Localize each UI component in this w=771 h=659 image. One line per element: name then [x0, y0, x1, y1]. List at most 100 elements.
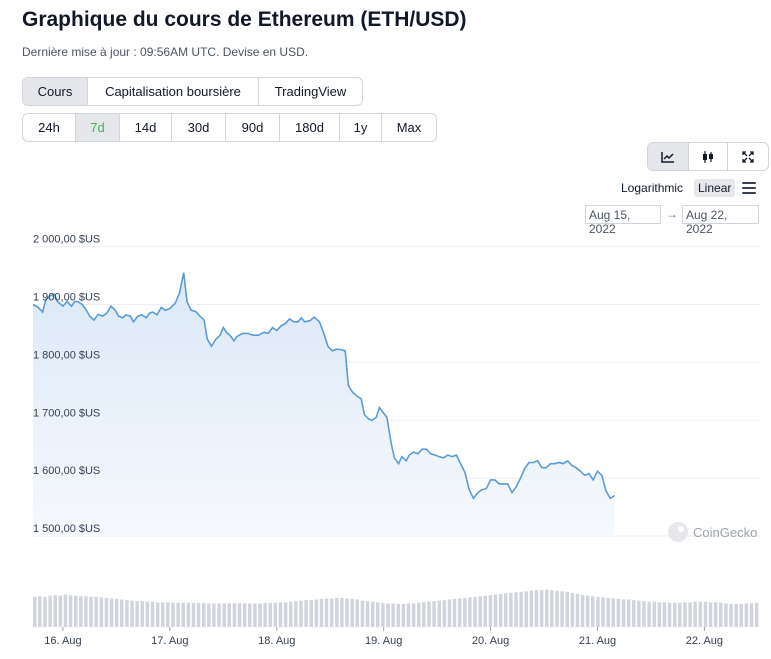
- volume-bar: [253, 603, 257, 627]
- volume-bar: [150, 601, 155, 627]
- volume-bar: [370, 601, 375, 627]
- volume-bar: [114, 598, 119, 627]
- volume-bar: [545, 589, 549, 627]
- range-24h-button[interactable]: 24h: [23, 114, 76, 141]
- range-90d-button[interactable]: 90d: [226, 114, 280, 141]
- volume-bar: [166, 602, 170, 628]
- range-max-button[interactable]: Max: [396, 120, 422, 135]
- volume-bar: [601, 597, 605, 627]
- volume-bar: [299, 600, 303, 627]
- volume-bar: [749, 603, 754, 627]
- volume-bar: [145, 601, 150, 627]
- volume-bar: [621, 599, 626, 627]
- volume-bar: [217, 603, 221, 627]
- volume-bar: [130, 600, 134, 627]
- range-30d-button[interactable]: 30d: [172, 114, 226, 141]
- range-1y-button[interactable]: 1y: [340, 114, 382, 141]
- volume-bar: [534, 590, 539, 627]
- volume-bar: [626, 599, 631, 627]
- tab-cours[interactable]: Cours: [23, 78, 88, 105]
- volume-bar: [268, 602, 272, 627]
- y-tick-label: 2 000,00 $US: [33, 235, 100, 246]
- range-14d-button[interactable]: 14d: [120, 114, 172, 141]
- volume-bar: [667, 602, 672, 627]
- logarithmic-scale-toggle[interactable]: Logarithmic: [621, 181, 684, 195]
- linear-scale-toggle[interactable]: Linear: [694, 179, 736, 197]
- volume-bar: [463, 597, 467, 628]
- volume-bar: [642, 601, 646, 627]
- volume-bar: [483, 595, 487, 627]
- volume-bar: [237, 603, 242, 627]
- volume-bar: [360, 600, 365, 627]
- y-tick-label: 1 700,00 $US: [33, 407, 100, 419]
- menu-icon[interactable]: [742, 182, 756, 194]
- volume-bar: [698, 601, 703, 627]
- line-chart-button[interactable]: [648, 143, 689, 170]
- volume-bar: [386, 603, 390, 627]
- coingecko-logo-eye: [678, 526, 684, 532]
- volume-bar: [401, 603, 406, 627]
- candlestick-icon: [703, 150, 713, 163]
- volume-bar: [53, 595, 57, 627]
- volume-bar: [161, 602, 165, 628]
- volume-bar: [283, 602, 288, 628]
- volume-bar: [181, 602, 185, 627]
- chart-tab-group: Cours Capitalisation boursière TradingVi…: [22, 77, 363, 106]
- volume-bar: [258, 603, 262, 627]
- volume-bar: [120, 599, 124, 627]
- volume-bar: [550, 590, 554, 627]
- volume-bar: [585, 595, 590, 627]
- volume-bar: [493, 594, 498, 627]
- volume-bar: [94, 596, 98, 628]
- date-from-input[interactable]: Aug 15, 2022: [585, 205, 661, 236]
- volume-bar: [319, 598, 324, 627]
- volume-bar: [703, 601, 708, 627]
- y-tick-label: 1 800,00 $US: [33, 349, 100, 361]
- volume-bar: [104, 597, 109, 628]
- volume-bar: [560, 591, 564, 628]
- volume-bar: [350, 598, 354, 627]
- x-tick-label: 19. Aug: [365, 635, 402, 647]
- volume-bar: [652, 601, 656, 627]
- volume-bar: [662, 602, 667, 628]
- volume-bar: [509, 592, 513, 627]
- volume-bar: [754, 602, 759, 627]
- volume-bar: [647, 601, 651, 627]
- price-chart[interactable]: 2 000,00 $US 1 900,00 $US 1 800,00 $US 1 70…: [0, 235, 771, 659]
- volume-bar: [611, 598, 615, 627]
- tab-market-cap[interactable]: Capitalisation boursière: [88, 78, 259, 105]
- y-tick-label: 1 500,00 $US: [33, 523, 100, 535]
- volume-bar: [616, 598, 621, 627]
- volume-bar: [580, 595, 585, 627]
- range-180d-button[interactable]: 180d: [280, 114, 340, 141]
- fullscreen-button[interactable]: [728, 143, 768, 170]
- volume-bar: [335, 597, 339, 628]
- page-title: Graphique du cours de Ethereum (ETH/USD): [22, 8, 467, 31]
- x-tick-label: 21. Aug: [579, 635, 616, 647]
- coingecko-logo-icon: [668, 522, 688, 542]
- y-tick-label: 1 600,00 $US: [33, 465, 100, 477]
- volume-bar: [452, 598, 457, 627]
- volume-bar: [273, 602, 278, 627]
- volume-bar: [632, 600, 636, 627]
- range-7d-button[interactable]: 7d: [76, 114, 120, 141]
- volume-bar: [248, 603, 252, 627]
- volume-bar: [739, 603, 743, 627]
- volume-bar: [140, 601, 144, 627]
- date-range-arrow: →: [666, 207, 678, 221]
- volume-bars: [33, 589, 759, 628]
- candlestick-button[interactable]: [689, 143, 728, 170]
- date-to-input[interactable]: Aug 22, 2022: [682, 205, 759, 236]
- tab-tradingview[interactable]: TradingView: [274, 84, 347, 99]
- volume-bar: [468, 597, 472, 627]
- watermark-text: CoinGecko: [693, 525, 757, 540]
- volume-bar: [519, 591, 523, 627]
- volume-bar: [376, 602, 380, 628]
- volume-bar: [309, 600, 313, 627]
- volume-bar: [99, 597, 104, 627]
- x-tick-label: 17. Aug: [151, 635, 188, 647]
- volume-bar: [570, 592, 575, 627]
- volume-bar: [596, 596, 600, 628]
- volume-bar: [457, 598, 462, 627]
- volume-bar: [504, 593, 508, 627]
